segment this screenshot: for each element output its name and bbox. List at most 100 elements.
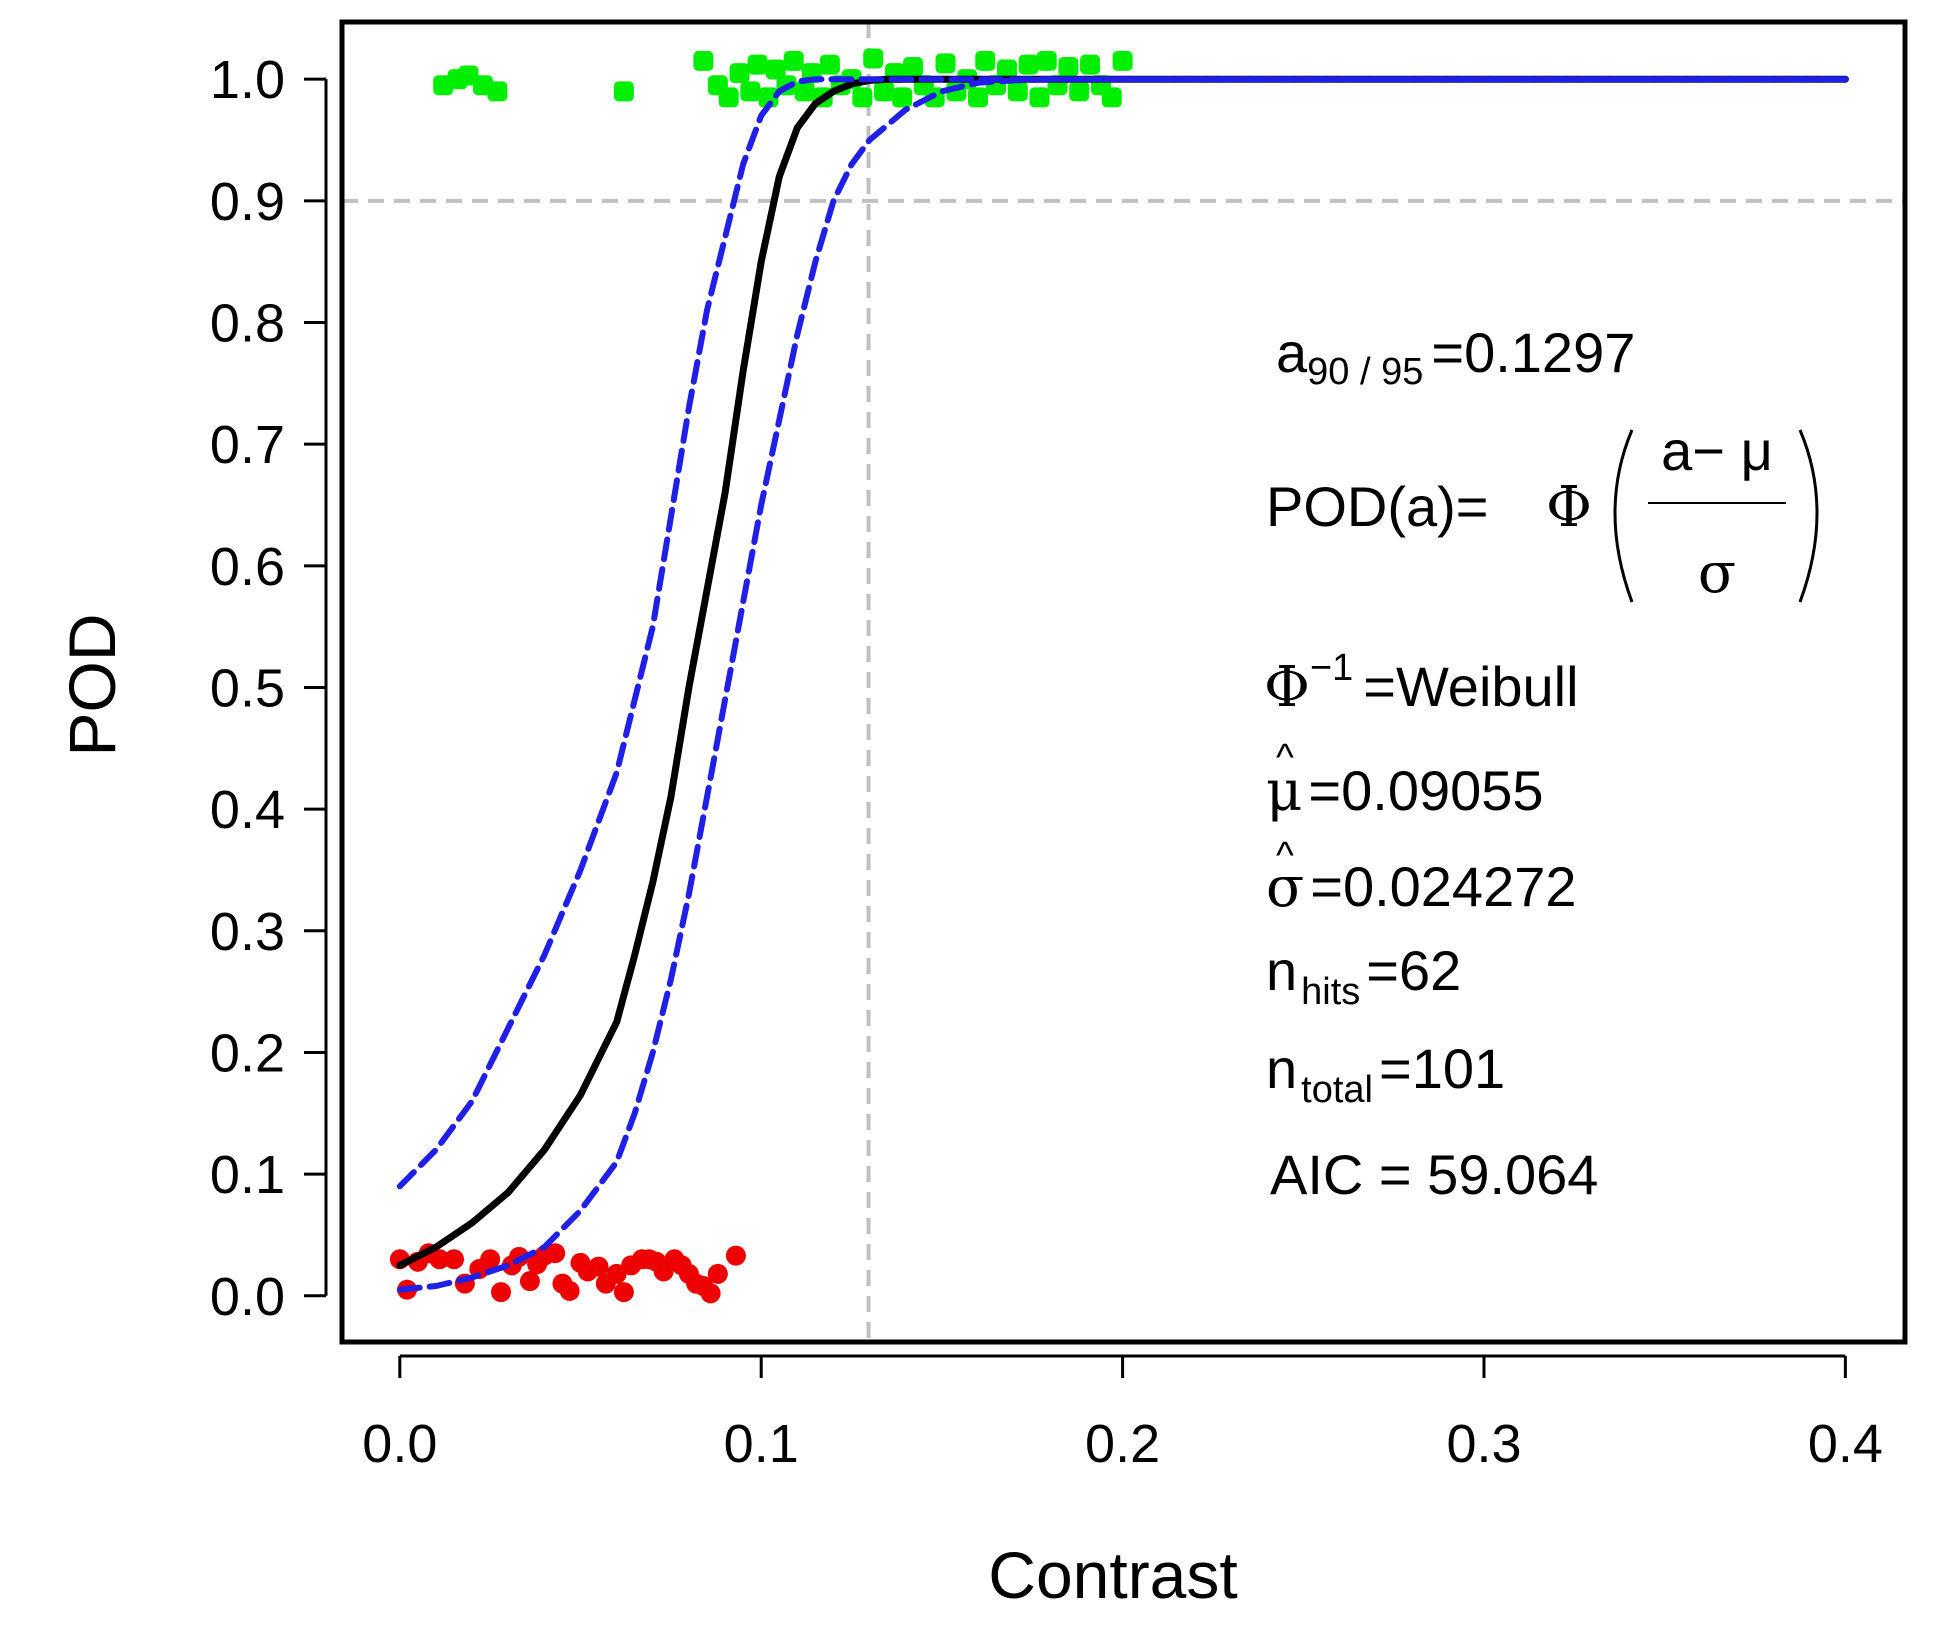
y-tick-label: 0.4 xyxy=(210,780,285,840)
hit-point xyxy=(758,87,779,108)
n-hits-main: n xyxy=(1266,939,1297,1002)
hit-point xyxy=(902,57,923,78)
y-axis-title: POD xyxy=(55,613,129,756)
formula-denominator: σ xyxy=(1698,541,1736,606)
formula-numerator: a− μ xyxy=(1661,419,1773,482)
reference-lines xyxy=(342,22,1905,1342)
hit-point xyxy=(765,59,786,80)
hit-point xyxy=(1069,81,1090,102)
y-tick-label: 0.1 xyxy=(210,1145,285,1205)
miss-point xyxy=(613,1282,634,1303)
y-tick-label: 0.5 xyxy=(210,658,285,718)
hit-point xyxy=(1112,50,1133,71)
annotation-mu-hat: ^ μ =0.09055 xyxy=(1266,737,1544,824)
sigma-hat-accent: ^ xyxy=(1276,835,1294,877)
mu-hat-value: =0.09055 xyxy=(1308,759,1543,822)
x-axis-title: Contrast xyxy=(988,1538,1237,1612)
mu-symbol: μ xyxy=(1266,759,1302,824)
hit-point xyxy=(819,54,840,75)
svg-text:μ=0.09055: μ =0.09055 xyxy=(1266,759,1544,824)
annotation-link-function: Φ−1 =Weibull xyxy=(1264,647,1579,720)
y-tick-label: 0.8 xyxy=(210,293,285,353)
miss-point xyxy=(725,1245,746,1266)
hit-point xyxy=(1101,87,1122,108)
hit-point xyxy=(1018,54,1039,75)
hit-point xyxy=(852,87,873,108)
hit-points xyxy=(433,48,1133,108)
x-tick-label: 0.2 xyxy=(1085,1414,1160,1474)
annotation-n-hits: n hits =62 xyxy=(1266,939,1461,1013)
y-tick-label: 0.7 xyxy=(210,415,285,475)
miss-point xyxy=(545,1243,566,1264)
hit-point xyxy=(794,81,815,102)
n-total-main: n xyxy=(1266,1037,1297,1100)
hit-point xyxy=(996,59,1017,80)
hit-point xyxy=(863,48,884,69)
y-tick-label: 0.0 xyxy=(210,1267,285,1327)
miss-point xyxy=(491,1282,512,1303)
n-total-subscript: total xyxy=(1301,1069,1373,1111)
hit-point xyxy=(1080,54,1101,75)
annotation-a9095: a90 / 95 =0.1297 xyxy=(1276,321,1635,393)
lower-confidence-curve xyxy=(396,76,1849,1293)
x-tick-label: 0.0 xyxy=(362,1414,437,1474)
n-hits-subscript: hits xyxy=(1301,971,1360,1013)
hit-point xyxy=(968,87,989,108)
a9095-main: a xyxy=(1276,321,1308,384)
annotation-block: a90 / 95 =0.1297 POD(a)= Φ a− μ σ Φ−1 =Wei… xyxy=(1264,321,1819,1206)
x-axis: 0.0 0.1 0.2 0.3 0.4 xyxy=(362,1354,1883,1474)
annotation-sigma-hat: ^ σ =0.024272 xyxy=(1266,835,1577,920)
hit-point xyxy=(1029,87,1050,108)
link-phi: Φ xyxy=(1264,655,1310,720)
hit-point xyxy=(613,81,634,102)
y-tick-label: 1.0 xyxy=(210,50,285,110)
x-tick-label: 0.3 xyxy=(1446,1414,1521,1474)
link-text: =Weibull xyxy=(1363,655,1578,718)
hit-point xyxy=(487,81,508,102)
hit-point xyxy=(693,50,714,71)
formula-lhs: POD(a)= xyxy=(1266,475,1489,538)
hit-point xyxy=(747,54,768,75)
annotation-aic: AIC = 59.064 xyxy=(1270,1143,1598,1206)
x-tick-label: 0.1 xyxy=(724,1414,799,1474)
hit-point xyxy=(892,87,913,108)
hit-point xyxy=(740,81,761,102)
x-tick-label: 0.4 xyxy=(1808,1414,1883,1474)
miss-point xyxy=(707,1263,728,1284)
miss-point xyxy=(559,1280,580,1301)
n-hits-value: =62 xyxy=(1366,939,1461,1002)
n-total-value: =101 xyxy=(1379,1037,1505,1100)
formula-phi: Φ xyxy=(1546,475,1592,540)
upper-confidence-curve xyxy=(396,76,1849,1190)
miss-point xyxy=(588,1256,609,1277)
sigma-hat-value: =0.024272 xyxy=(1310,855,1576,918)
miss-point xyxy=(480,1249,501,1270)
annotation-formula: POD(a)= Φ a− μ σ xyxy=(1266,419,1819,606)
hit-point xyxy=(935,53,956,74)
hit-point xyxy=(729,63,750,84)
y-tick-label: 0.6 xyxy=(210,537,285,597)
y-tick-label: 0.2 xyxy=(210,1023,285,1083)
formula-left-paren xyxy=(1613,429,1634,603)
hit-point xyxy=(1007,81,1028,102)
y-axis: 0.0 0.1 0.2 0.3 0.4 0.5 0.6 0.7 0.8 0.9 1.0 xyxy=(210,50,328,1327)
hit-point xyxy=(718,87,739,108)
svg-text:σ=0.024272: σ =0.024272 xyxy=(1266,855,1577,920)
y-tick-label: 0.3 xyxy=(210,902,285,962)
plot-frame xyxy=(339,19,1908,1345)
sigma-symbol: σ xyxy=(1266,855,1304,920)
miss-point xyxy=(606,1263,627,1284)
y-tick-label: 0.9 xyxy=(210,172,285,232)
miss-point xyxy=(429,1249,450,1270)
hit-point xyxy=(874,81,895,102)
hit-point xyxy=(1036,50,1057,71)
curves xyxy=(396,75,1849,1293)
hit-point xyxy=(975,50,996,71)
annotation-n-total: n total =101 xyxy=(1266,1037,1505,1111)
mu-hat-accent: ^ xyxy=(1276,737,1294,779)
miss-point xyxy=(444,1249,465,1270)
miss-point xyxy=(700,1283,721,1304)
link-superscript: −1 xyxy=(1310,647,1353,689)
